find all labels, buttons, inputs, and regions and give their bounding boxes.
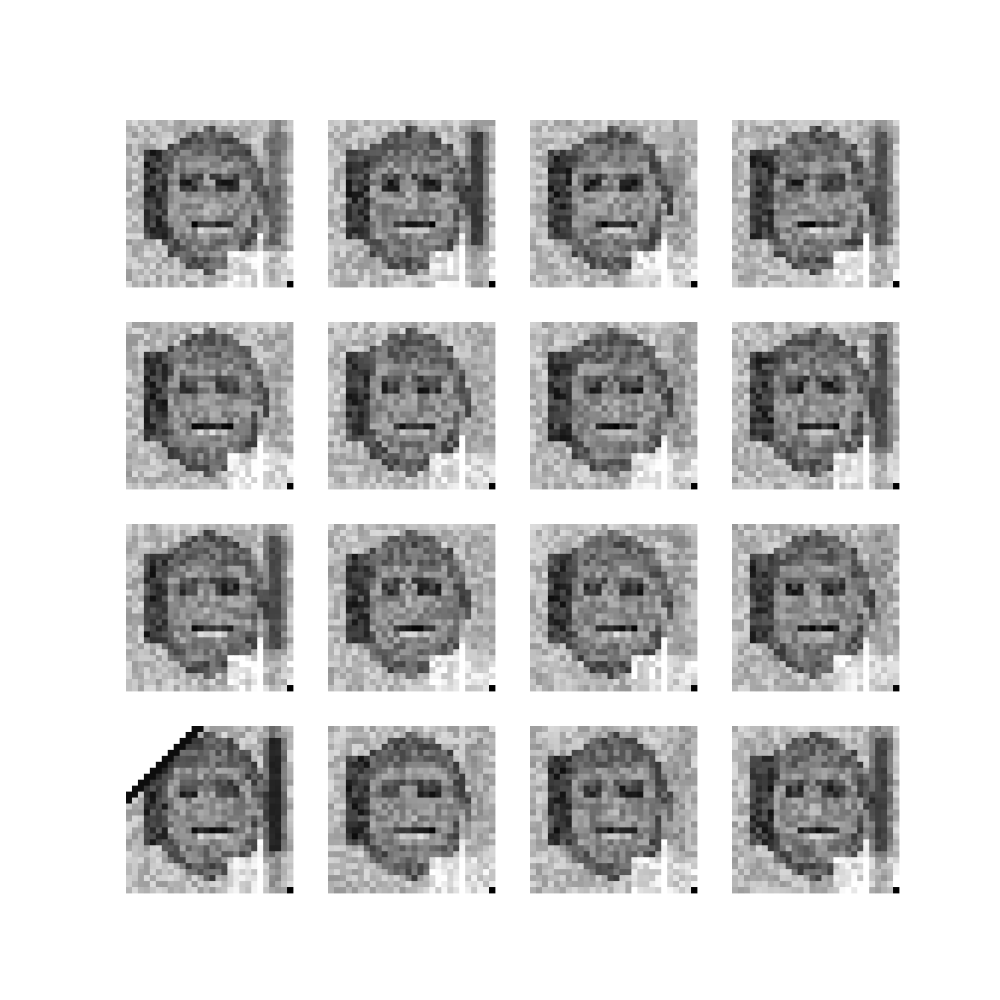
- face-panel: [732, 322, 900, 490]
- face-panel: [126, 726, 294, 894]
- face-panel: [732, 726, 900, 894]
- face-panel: [328, 524, 496, 692]
- face-panel: [126, 120, 294, 288]
- face-panel: [732, 524, 900, 692]
- face-panel: [732, 120, 900, 288]
- face-panel: [530, 726, 698, 894]
- face-panel: [328, 322, 496, 490]
- panels-group: [126, 120, 900, 894]
- face-panel: [126, 524, 294, 692]
- face-panel: [328, 120, 496, 288]
- face-panel: [328, 726, 496, 894]
- face-panel: [530, 524, 698, 692]
- face-panel: [126, 322, 294, 490]
- face-panel: [530, 120, 698, 288]
- face-panel: [530, 322, 698, 490]
